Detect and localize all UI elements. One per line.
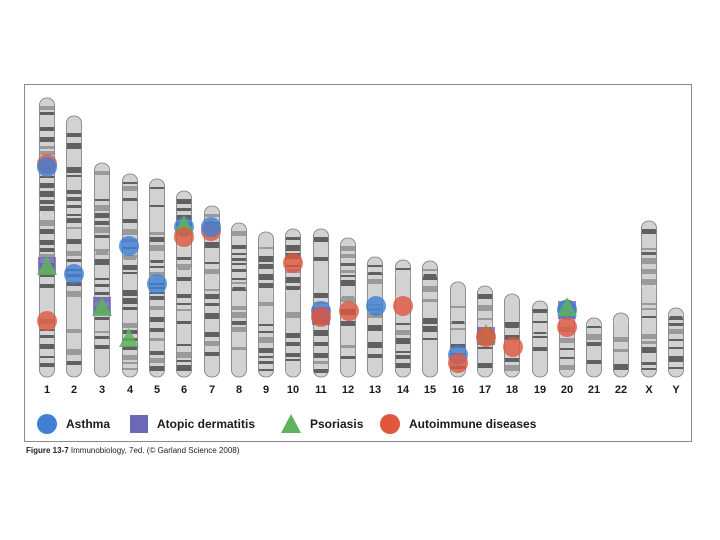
chromosome-8 <box>230 222 248 378</box>
psoriasis-triangle-icon <box>281 414 301 433</box>
chromosome-Y <box>667 307 685 378</box>
chromosome-11 <box>312 228 330 378</box>
asthma-marker <box>366 296 386 316</box>
chromosome-1 <box>38 97 56 378</box>
legend-label-autoimmune: Autoimmune diseases <box>409 417 537 431</box>
chromosome-label-13: 13 <box>369 384 381 396</box>
chromosome-label-22: 22 <box>615 384 627 396</box>
chromosome-label-20: 20 <box>561 384 573 396</box>
autoimmune-marker <box>174 227 194 247</box>
chromosome-label-21: 21 <box>588 384 600 396</box>
atopic-dermatitis-square-icon <box>130 415 148 433</box>
chromosome-label-5: 5 <box>154 384 160 396</box>
chromosome-13 <box>366 256 384 378</box>
caption-figure-number: Figure 13-7 <box>26 446 69 455</box>
asthma-circle-icon <box>37 414 57 434</box>
chromosome-label-X: X <box>645 384 653 396</box>
psoriasis-marker <box>557 297 577 316</box>
legend-label-atopic-dermatitis: Atopic dermatitis <box>157 417 256 431</box>
chromosome-label-19: 19 <box>534 384 546 396</box>
chromosome-label-4: 4 <box>127 384 134 396</box>
chromosome-X <box>640 220 658 378</box>
chromosome-15 <box>421 260 439 378</box>
chromosome-19 <box>531 300 549 378</box>
chromosome-10 <box>284 228 302 378</box>
karyotype-diagram: 1 2 3 4 5 6 7 8 9 10 11 12 13 14 15 16 17 18 19 20 21 22 X Y <box>37 97 685 396</box>
autoimmune-circle-icon <box>380 414 400 434</box>
chromosome-21 <box>585 317 603 378</box>
autoimmune-marker <box>393 296 413 316</box>
legend-label-psoriasis: Psoriasis <box>310 417 364 431</box>
chromosome-label-11: 11 <box>315 384 327 396</box>
figure-frame: 1 2 3 4 5 6 7 8 9 10 11 12 13 14 15 16 17 18 19 20 21 22 X Y <box>24 84 692 442</box>
autoimmune-marker <box>503 337 523 357</box>
autoimmune-marker <box>476 327 496 347</box>
chromosome-label-Y: Y <box>672 384 680 396</box>
asthma-marker <box>147 274 167 294</box>
legend-item-autoimmune: Autoimmune diseases <box>379 412 536 436</box>
psoriasis-marker <box>37 256 57 275</box>
chromosome-label-8: 8 <box>236 384 242 396</box>
chromosome-22 <box>612 312 630 378</box>
chromosome-18 <box>503 293 521 378</box>
asthma-marker <box>37 157 57 177</box>
legend-item-asthma: Asthma <box>36 412 110 436</box>
chromosome-label-12: 12 <box>342 384 354 396</box>
chromosome-label-7: 7 <box>209 384 215 396</box>
chromosome-label-10: 10 <box>287 384 299 396</box>
asthma-marker <box>201 217 221 237</box>
chromosome-2 <box>65 115 83 378</box>
autoimmune-marker <box>557 317 577 337</box>
autoimmune-marker <box>283 253 303 273</box>
autoimmune-marker <box>311 307 331 327</box>
chromosome-3 <box>93 162 111 378</box>
chromosome-label-15: 15 <box>424 384 436 396</box>
autoimmune-marker <box>448 353 468 373</box>
chromosome-label-1: 1 <box>44 384 50 396</box>
psoriasis-marker <box>119 328 139 347</box>
chromosome-label-17: 17 <box>479 384 491 396</box>
chromosome-label-2: 2 <box>71 384 77 396</box>
chromosome-label-18: 18 <box>506 384 518 396</box>
autoimmune-marker <box>339 301 359 321</box>
legend-label-asthma: Asthma <box>66 417 111 431</box>
asthma-marker <box>119 236 139 256</box>
psoriasis-marker <box>92 297 112 316</box>
legend-item-psoriasis: Psoriasis <box>280 412 363 436</box>
chromosome-label-9: 9 <box>263 384 269 396</box>
chromosome-label-16: 16 <box>452 384 464 396</box>
chromosome-label-6: 6 <box>181 384 187 396</box>
chromosome-label-3: 3 <box>99 384 105 396</box>
asthma-marker <box>64 264 84 284</box>
chromosome-label-14: 14 <box>397 384 410 396</box>
autoimmune-marker <box>37 311 57 331</box>
legend-item-atopic-dermatitis: Atopic dermatitis <box>129 412 255 436</box>
caption-text: Immunobiology, 7ed. (© Garland Science 2… <box>68 446 240 455</box>
chromosome-14 <box>394 259 412 378</box>
chromosome-9 <box>257 231 275 378</box>
figure-caption: Figure 13-7 Immunobiology, 7ed. (© Garla… <box>26 446 239 455</box>
